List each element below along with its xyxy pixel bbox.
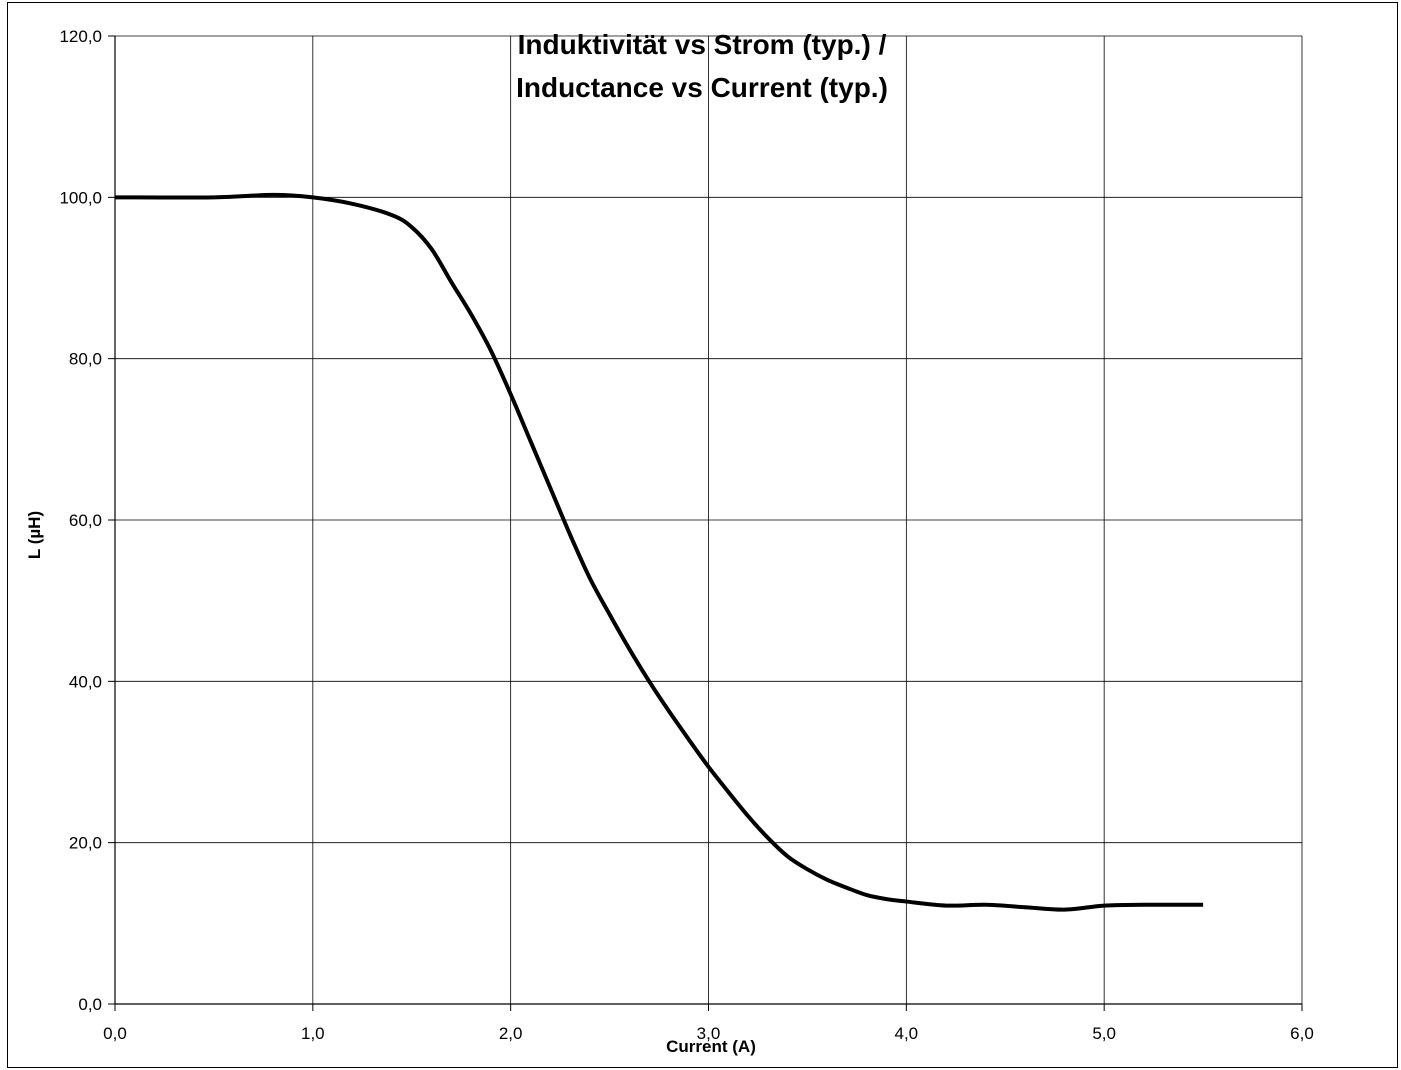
y-tick-label: 80,0 <box>69 350 102 369</box>
chart-title-line-1: Induktivität vs Strom (typ.) / <box>518 29 887 60</box>
y-tick-label: 20,0 <box>69 834 102 853</box>
y-tick-label: 60,0 <box>69 511 102 530</box>
x-tick-label: 6,0 <box>1290 1024 1314 1043</box>
series-layer <box>114 192 1204 912</box>
x-tick-label: 1,0 <box>301 1024 325 1043</box>
y-axis-title: L (µH) <box>25 511 44 559</box>
grid-lines <box>115 35 1303 1004</box>
y-tick-label: 0,0 <box>78 995 102 1014</box>
x-tick-label: 4,0 <box>895 1024 919 1043</box>
x-tick-label: 2,0 <box>499 1024 523 1043</box>
chart-title-line-2: Inductance vs Current (typ.) <box>516 72 888 103</box>
x-axis-title: Current (A) <box>666 1037 756 1056</box>
series-line-0 <box>114 192 1204 912</box>
chart-frame <box>7 2 1398 1068</box>
y-tick-label: 120,0 <box>59 27 102 46</box>
axes <box>108 35 1303 1011</box>
x-tick-label: 3,0 <box>697 1024 721 1043</box>
tick-labels: 0,0 1,0 2,0 3,0 4,0 5,0 6,0 0,0 20,0 40,0 60,0 80,0… <box>59 27 1313 1043</box>
x-tick-label: 0,0 <box>103 1024 127 1043</box>
y-tick-label: 40,0 <box>69 672 102 691</box>
x-tick-label: 5,0 <box>1092 1024 1116 1043</box>
y-tick-label: 100,0 <box>59 188 102 207</box>
